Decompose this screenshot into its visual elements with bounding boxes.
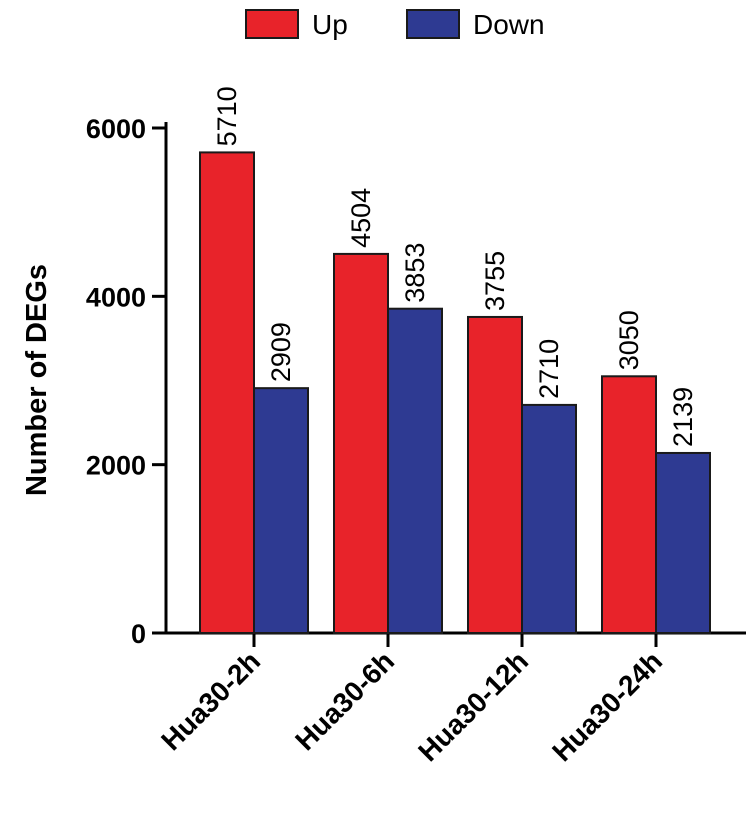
- data-label: 2909: [266, 322, 296, 382]
- bars: 5710 2909 4504 3853 3755 2710 3050 2139: [199, 86, 711, 635]
- data-label: 4504: [346, 188, 376, 248]
- legend-swatch-down: [406, 9, 460, 39]
- legend: Up Down: [245, 9, 545, 40]
- y-tick-label: 6000: [86, 114, 146, 144]
- y-axis: 0 2000 4000 6000: [86, 114, 168, 649]
- x-tick-label: Hua30-6h: [289, 645, 400, 756]
- data-label: 3755: [480, 251, 510, 311]
- legend-label-up: Up: [312, 9, 348, 40]
- bar-down-hua30-24h: [655, 451, 711, 634]
- bar-up-hua30-24h: [601, 375, 657, 634]
- bar-up-hua30-6h: [333, 252, 389, 634]
- y-tick-label: 0: [131, 619, 146, 649]
- data-label: 2710: [534, 339, 564, 399]
- legend-swatch-up: [245, 9, 299, 39]
- x-tick-label: Hua30-12h: [412, 645, 534, 767]
- y-axis-title: Number of DEGs: [21, 264, 53, 496]
- data-label: 3853: [400, 243, 430, 303]
- data-label: 2139: [668, 387, 698, 447]
- bar-up-hua30-2h: [199, 151, 255, 635]
- y-tick-label: 4000: [86, 282, 146, 312]
- x-tick-label: Hua30-2h: [155, 645, 266, 756]
- bar-down-hua30-2h: [253, 387, 309, 635]
- bar-down-hua30-6h: [387, 307, 443, 634]
- bar-down-hua30-12h: [521, 403, 577, 634]
- x-tick-label: Hua30-24h: [546, 645, 668, 767]
- legend-label-down: Down: [473, 9, 545, 40]
- y-tick-label: 2000: [86, 451, 146, 481]
- bar-up-hua30-12h: [467, 315, 523, 634]
- data-label: 3050: [614, 310, 644, 370]
- x-axis: Hua30-2h Hua30-6h Hua30-12h Hua30-24h: [155, 631, 746, 767]
- data-label: 5710: [212, 86, 242, 146]
